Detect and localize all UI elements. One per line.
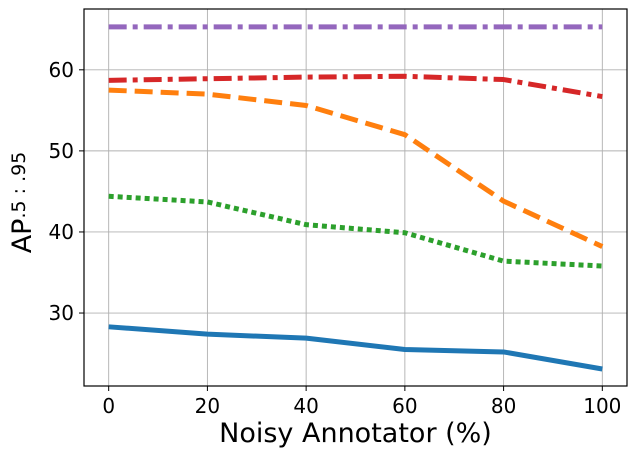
y-axis-ticks: 30 40 50 60: [49, 58, 84, 325]
y-axis-label: AP.5 : .95: [7, 152, 38, 254]
x-tick-label: 60: [392, 394, 417, 418]
x-tick-label: 100: [583, 394, 621, 418]
y-tick-label: 40: [49, 220, 74, 244]
series-line: [108, 324, 603, 372]
y-tick-label: 50: [49, 139, 74, 163]
y-axis-label-main: AP: [7, 219, 38, 254]
series-line: [108, 73, 603, 100]
series-group: [108, 24, 604, 372]
x-tick-label: 20: [195, 394, 220, 418]
y-tick-label: 60: [49, 58, 74, 82]
y-axis-label-subscript: .5 : .95: [8, 152, 30, 219]
y-tick-label: 30: [49, 301, 74, 325]
x-tick-label: 80: [491, 394, 516, 418]
x-tick-label: 40: [293, 394, 318, 418]
series-line: [108, 87, 604, 249]
plot-frame: [83, 8, 628, 387]
grid-lines: [84, 9, 627, 386]
x-axis-ticks: 0 20 40 60 80 100: [102, 386, 621, 418]
x-axis-label: Noisy Annotator (%): [219, 418, 492, 449]
x-tick-label: 0: [102, 394, 115, 418]
series-line: [108, 193, 603, 269]
